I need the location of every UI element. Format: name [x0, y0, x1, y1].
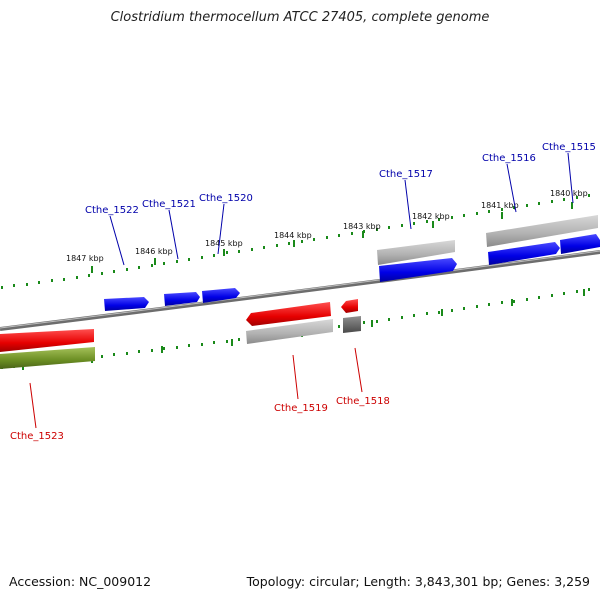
gene-label-1515: Cthe_1515 — [542, 142, 596, 153]
scale-label-1844: 1844 kbp — [274, 231, 312, 240]
scale-label-1840: 1840 kbp — [550, 189, 588, 198]
scale-label-1846: 1846 kbp — [135, 247, 173, 256]
leader-line-1523 — [29, 382, 37, 429]
outer-scale-ticks — [1, 194, 590, 289]
gene-gray-1517-region[interactable] — [377, 240, 455, 265]
gene-label-1520: Cthe_1520 — [199, 193, 253, 204]
gene-cthe-1518[interactable] — [341, 299, 358, 313]
genome-backbone — [0, 250, 600, 331]
leader-line-1519 — [292, 354, 299, 400]
gene-cthe-1523[interactable] — [0, 329, 94, 352]
accession-text: Accession: NC_009012 — [9, 574, 152, 589]
gene-label-1516: Cthe_1516 — [482, 153, 536, 164]
gene-label-1521: Cthe_1521 — [142, 199, 196, 210]
gene-cthe-1521[interactable] — [164, 292, 200, 306]
scale-label-1845: 1845 kbp — [205, 239, 243, 248]
leader-line-1520 — [217, 203, 225, 255]
gene-rrna-1523-region[interactable] — [0, 347, 95, 369]
gene-label-1522: Cthe_1522 — [85, 205, 139, 216]
gene-label-1517: Cthe_1517 — [379, 169, 433, 180]
scale-label-1842: 1842 kbp — [412, 212, 450, 221]
gene-label-1518: Cthe_1518 — [336, 396, 390, 407]
scale-label-1843: 1843 kbp — [343, 222, 381, 231]
gene-cthe-1515[interactable] — [560, 234, 600, 254]
gene-dark-1518-region[interactable] — [343, 316, 361, 333]
gene-gray-1519-region[interactable] — [246, 319, 333, 344]
gene-cthe-1517[interactable] — [379, 258, 457, 282]
genome-summary-text: Topology: circular; Length: 3,843,301 bp… — [246, 574, 590, 589]
scale-label-1847: 1847 kbp — [66, 254, 104, 263]
leader-line-1522 — [109, 215, 125, 266]
gene-cthe-1516[interactable] — [488, 242, 560, 265]
gene-cthe-1522[interactable] — [104, 297, 149, 311]
leader-line-1515 — [567, 152, 574, 204]
gene-label-1519: Cthe_1519 — [274, 403, 328, 414]
gene-cthe-1520[interactable] — [202, 288, 240, 303]
leader-line-1517 — [404, 179, 412, 230]
leader-line-1521 — [168, 209, 179, 260]
gene-gray-1516-region[interactable] — [486, 215, 598, 247]
map-title: Clostridium thermocellum ATCC 27405, com… — [110, 10, 490, 25]
leader-line-1518 — [354, 347, 363, 393]
scale-label-1841: 1841 kbp — [481, 201, 519, 210]
gene-label-1523: Cthe_1523 — [10, 431, 64, 442]
gene-cthe-1519[interactable] — [246, 302, 331, 326]
leader-line-1516 — [506, 163, 517, 213]
